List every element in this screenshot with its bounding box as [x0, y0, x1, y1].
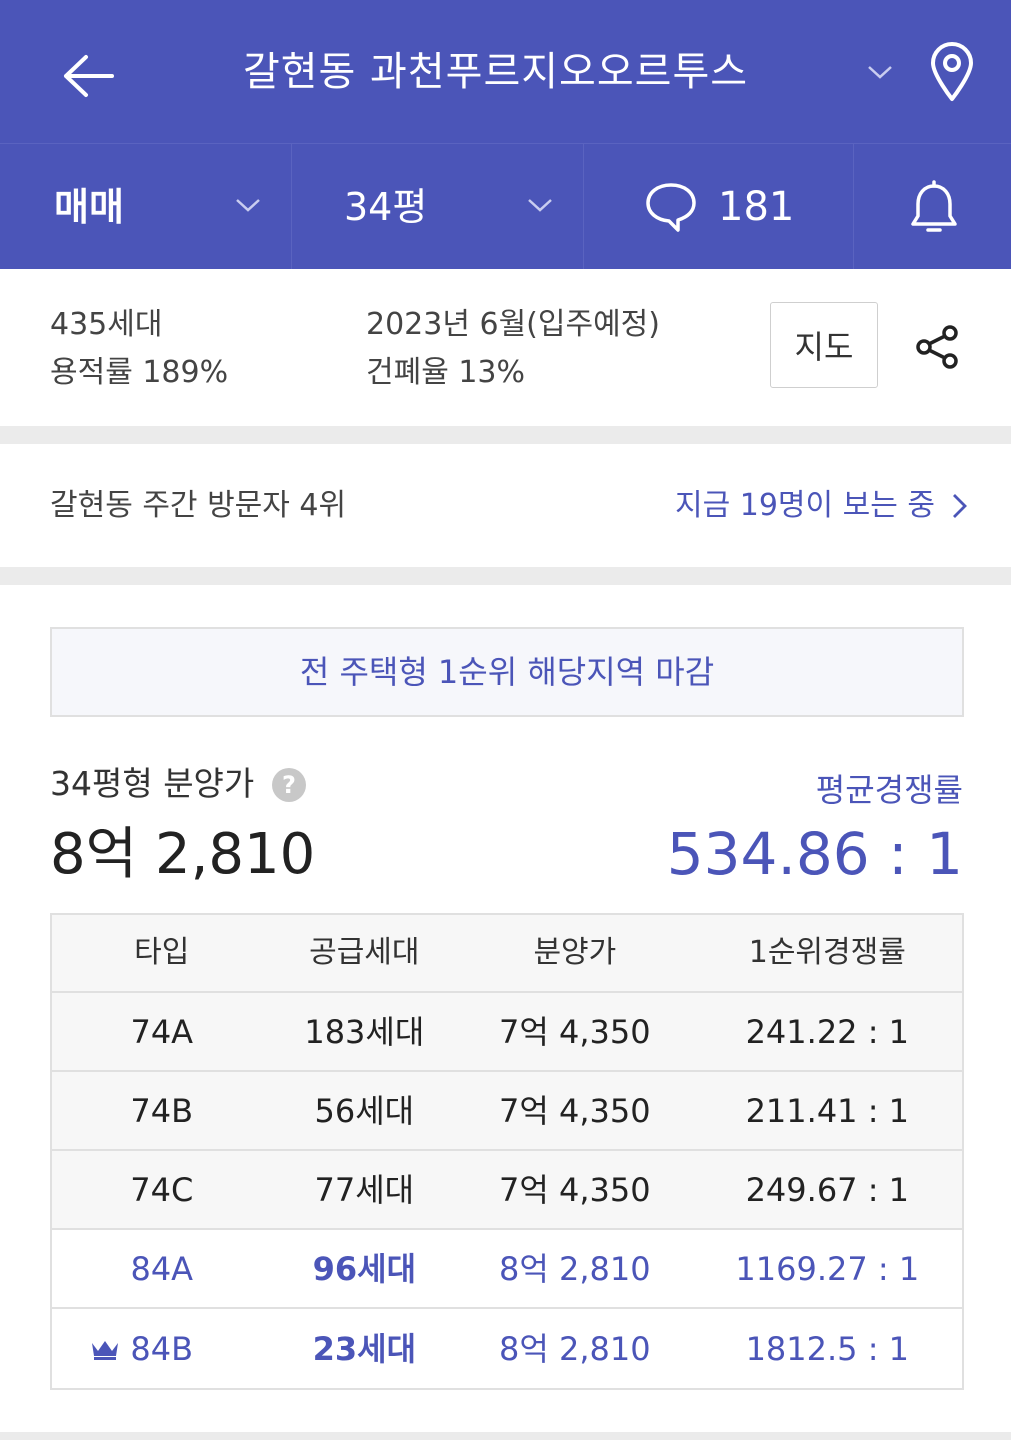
table-header-row: 타입 공급세대 분양가 1순위경쟁률 — [52, 915, 962, 993]
share-icon — [916, 325, 958, 369]
competition-cell: 1169.27 : 1 — [735, 1249, 920, 1288]
chat-bubble-icon — [646, 183, 696, 232]
location-button[interactable] — [920, 36, 984, 108]
deal-type-label: 매매 — [54, 185, 124, 229]
section-divider — [0, 426, 1011, 444]
chevron-right-icon — [953, 494, 967, 518]
current-viewers-link[interactable]: 지금 19명이 보는 중 — [675, 488, 935, 523]
deal-type-dropdown[interactable]: 매매 — [0, 144, 292, 269]
size-dropdown[interactable]: 34평 — [292, 144, 584, 269]
table-row: 74B 56세대 7억 4,350 211.41 : 1 — [52, 1072, 962, 1151]
building-coverage-ratio: 건폐율 13% — [366, 355, 526, 390]
type-table: 타입 공급세대 분양가 1순위경쟁률 74A 183세대 7억 4,350 24… — [50, 913, 964, 1390]
type-cell: 74B — [130, 1091, 194, 1130]
chevron-down-icon — [231, 190, 265, 220]
column-header: 1순위경쟁률 — [748, 935, 906, 970]
subscription-notice: 전 주택형 1순위 해당지역 마감 — [50, 627, 964, 717]
title-dropdown-button[interactable] — [860, 50, 900, 94]
supply-cell: 96세대 — [312, 1249, 417, 1288]
supply-cell: 183세대 — [304, 1012, 425, 1051]
price-label: 34평형 분양가 — [50, 764, 255, 803]
help-icon[interactable]: ? — [272, 768, 306, 802]
location-pin-icon — [931, 42, 973, 101]
app-header: 갈현동 과천푸르지오오르투스 — [0, 0, 1011, 143]
back-button[interactable] — [56, 44, 120, 108]
supply-cell: 56세대 — [314, 1091, 415, 1130]
price-cell: 8억 2,810 — [499, 1249, 651, 1288]
page-title: 갈현동 과천푸르지오오르투스 — [242, 49, 749, 95]
chevron-down-icon — [868, 66, 892, 79]
competition-cell: 211.41 : 1 — [745, 1091, 910, 1130]
type-label: 84B — [130, 1329, 194, 1368]
size-label: 34평 — [344, 185, 428, 229]
table-row: 74A 183세대 7억 4,350 241.22 : 1 — [52, 993, 962, 1072]
supply-cell: 77세대 — [314, 1170, 415, 1209]
table-row-highlighted: 84B 23세대 8억 2,810 1812.5 : 1 — [52, 1309, 962, 1388]
table-row-highlighted: 84A 96세대 8억 2,810 1169.27 : 1 — [52, 1230, 962, 1309]
column-header: 타입 — [134, 935, 190, 970]
table-row: 74C 77세대 7억 4,350 249.67 : 1 — [52, 1151, 962, 1230]
type-cell: 74C — [130, 1170, 194, 1209]
section-divider — [0, 1432, 1011, 1440]
back-arrow-icon — [64, 55, 114, 97]
crown-icon — [92, 1340, 118, 1360]
section-divider — [0, 567, 1011, 585]
chevron-down-icon — [523, 190, 557, 220]
floor-area-ratio: 용적률 189% — [50, 355, 229, 390]
chat-count: 181 — [718, 184, 795, 230]
share-button[interactable] — [912, 321, 964, 373]
filter-bar: 매매 34평 181 — [0, 143, 1011, 269]
price-cell: 7억 4,350 — [499, 1012, 651, 1051]
supply-cell: 23세대 — [312, 1329, 417, 1368]
price-cell: 8억 2,810 — [499, 1329, 651, 1368]
competition-cell: 241.22 : 1 — [745, 1012, 910, 1051]
price-cell: 7억 4,350 — [499, 1170, 651, 1209]
complex-info: 435세대 용적률 189% 2023년 6월(입주예정) 건폐율 13% 지도 — [0, 269, 1011, 426]
avg-competition-label: 평균경쟁률 — [815, 771, 963, 809]
move-in-date: 2023년 6월(입주예정) — [366, 307, 660, 342]
competition-cell: 249.67 : 1 — [745, 1170, 910, 1209]
type-cell: 74A — [130, 1012, 194, 1051]
weekly-visitor-rank: 갈현동 주간 방문자 4위 — [50, 488, 347, 523]
avg-competition-value: 534.86 : 1 — [666, 820, 963, 888]
price-cell: 7억 4,350 — [499, 1091, 651, 1130]
sale-price: 8억 2,810 — [50, 822, 316, 887]
household-count: 435세대 — [50, 307, 163, 342]
column-header: 공급세대 — [309, 935, 420, 970]
competition-cell: 1812.5 : 1 — [745, 1329, 910, 1368]
map-button[interactable]: 지도 — [770, 302, 878, 388]
type-cell: 84A — [130, 1249, 194, 1288]
column-header: 분양가 — [533, 935, 617, 970]
chat-button[interactable]: 181 — [584, 144, 854, 269]
bell-icon — [911, 180, 957, 232]
notification-button[interactable] — [854, 144, 1011, 269]
type-cell-with-crown: 84B — [52, 1329, 272, 1369]
visitor-row[interactable]: 갈현동 주간 방문자 4위 지금 19명이 보는 중 — [0, 444, 1011, 567]
